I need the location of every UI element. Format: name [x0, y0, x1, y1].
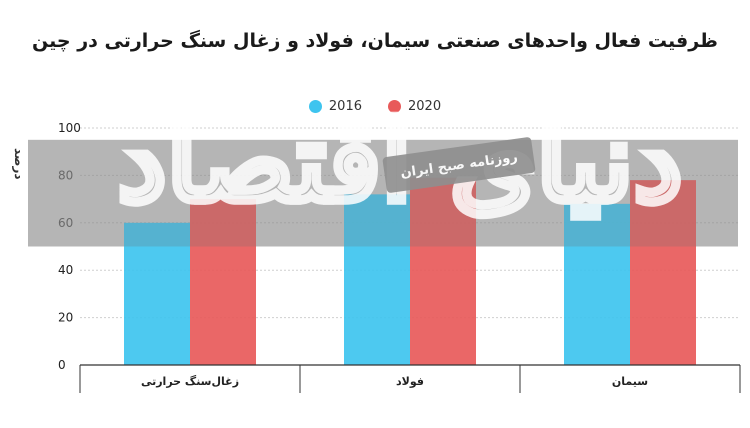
legend-label-2020: 2020 — [408, 98, 442, 114]
highlight-band-overlay — [28, 139, 738, 247]
legend-item-2020: 2020 — [388, 99, 441, 114]
bar-2016-2 — [564, 203, 630, 365]
bar-2020-0 — [190, 199, 256, 365]
bar-2016-0 — [124, 222, 190, 365]
y-tick-label-20: 20 — [58, 311, 73, 325]
y-tick-label-40: 40 — [58, 263, 73, 277]
legend-swatch-2020 — [388, 99, 401, 113]
legend: 2016 2020 — [0, 96, 750, 116]
legend-label-2016: 2016 — [328, 98, 362, 114]
legend-swatch-2016 — [308, 99, 322, 113]
bar-2020-2 — [630, 180, 696, 365]
x-category-label-2: سیمان — [612, 375, 648, 388]
y-axis-label: درصد — [12, 148, 26, 180]
bar-2016-1 — [344, 194, 410, 365]
x-category-label-1: فولاد — [396, 375, 424, 388]
legend-item-2016: 2016 — [308, 98, 362, 114]
x-category-label-0: زغال‌سنگ حرارتی — [141, 374, 239, 388]
chart-title: ظرفیت فعال واحدهای صنعتی سیمان، فولاد و … — [32, 30, 718, 52]
y-tick-label-100: 100 — [58, 121, 81, 135]
y-tick-label-0: 0 — [58, 358, 66, 372]
bar-2020-1 — [410, 177, 476, 365]
